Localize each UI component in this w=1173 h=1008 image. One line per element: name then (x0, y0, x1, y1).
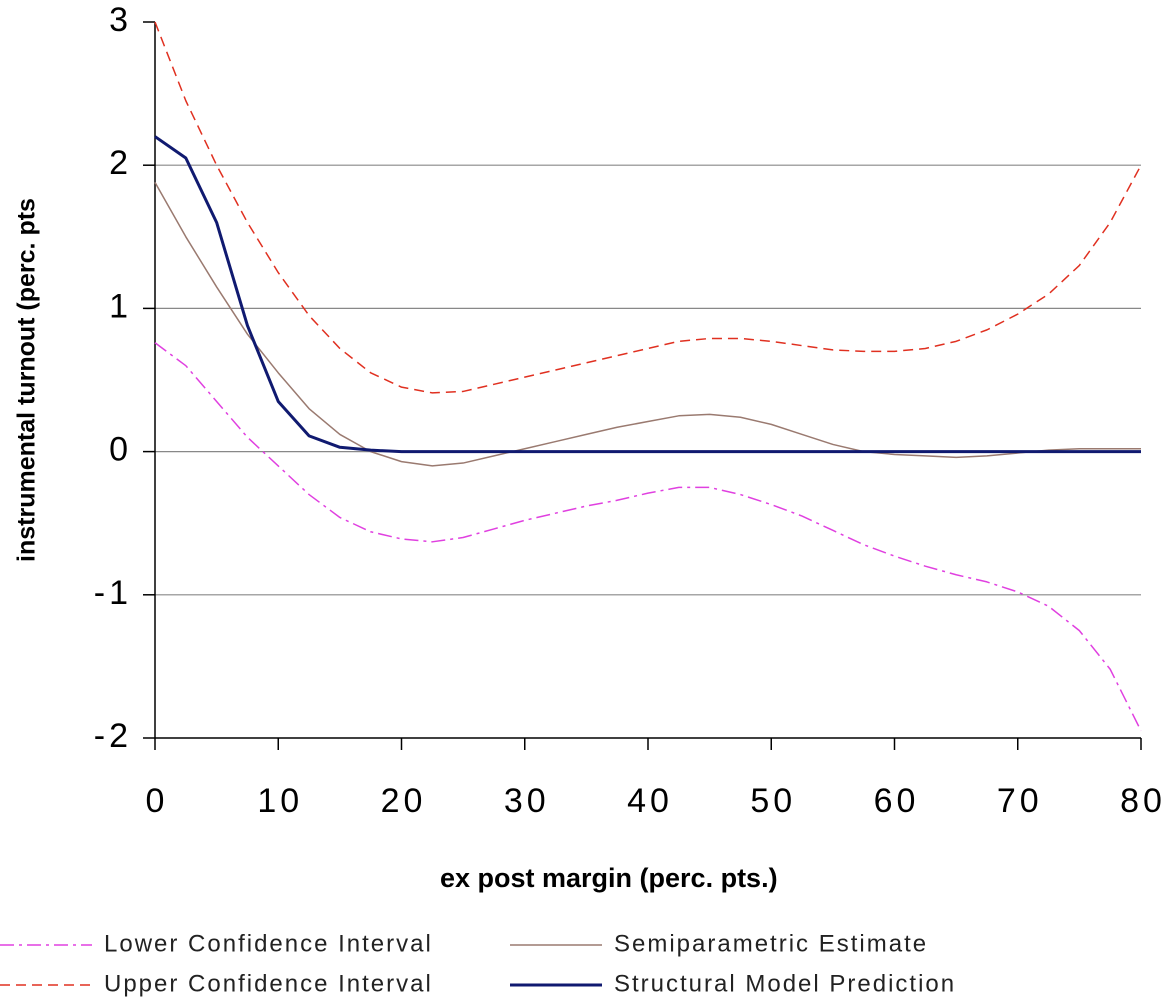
y-tick-label: 3 (109, 1, 132, 39)
y-tick-label: 2 (109, 144, 132, 182)
y-tick-label: 0 (109, 431, 132, 469)
series-line (154, 182, 1141, 467)
x-tick-label: 80 (1120, 782, 1166, 820)
legend-label: Structural Model Prediction (614, 970, 956, 997)
y-tick-label: -2 (94, 717, 132, 755)
x-tick-label: 50 (750, 782, 796, 820)
y-tick-label: 1 (109, 287, 132, 325)
y-axis-label: instrumental turnout (perc. pts (13, 198, 41, 562)
x-tick-label: 20 (381, 782, 427, 820)
series-line (154, 21, 1142, 394)
legend-label: Lower Confidence Interval (104, 930, 433, 957)
x-axis-label: ex post margin (perc. pts.) (440, 863, 778, 893)
x-tick-label: 30 (504, 782, 550, 820)
x-tick-label: 0 (146, 782, 169, 820)
x-tick-label: 40 (627, 782, 673, 820)
series-line (154, 135, 1141, 454)
legend-label: Upper Confidence Interval (104, 970, 433, 997)
x-tick-label: 60 (874, 782, 920, 820)
y-tick-label: -1 (94, 574, 132, 612)
series-line (154, 342, 1142, 732)
x-tick-label: 10 (257, 782, 303, 820)
x-tick-label: 70 (997, 782, 1043, 820)
legend-label: Semiparametric Estimate (614, 930, 928, 957)
